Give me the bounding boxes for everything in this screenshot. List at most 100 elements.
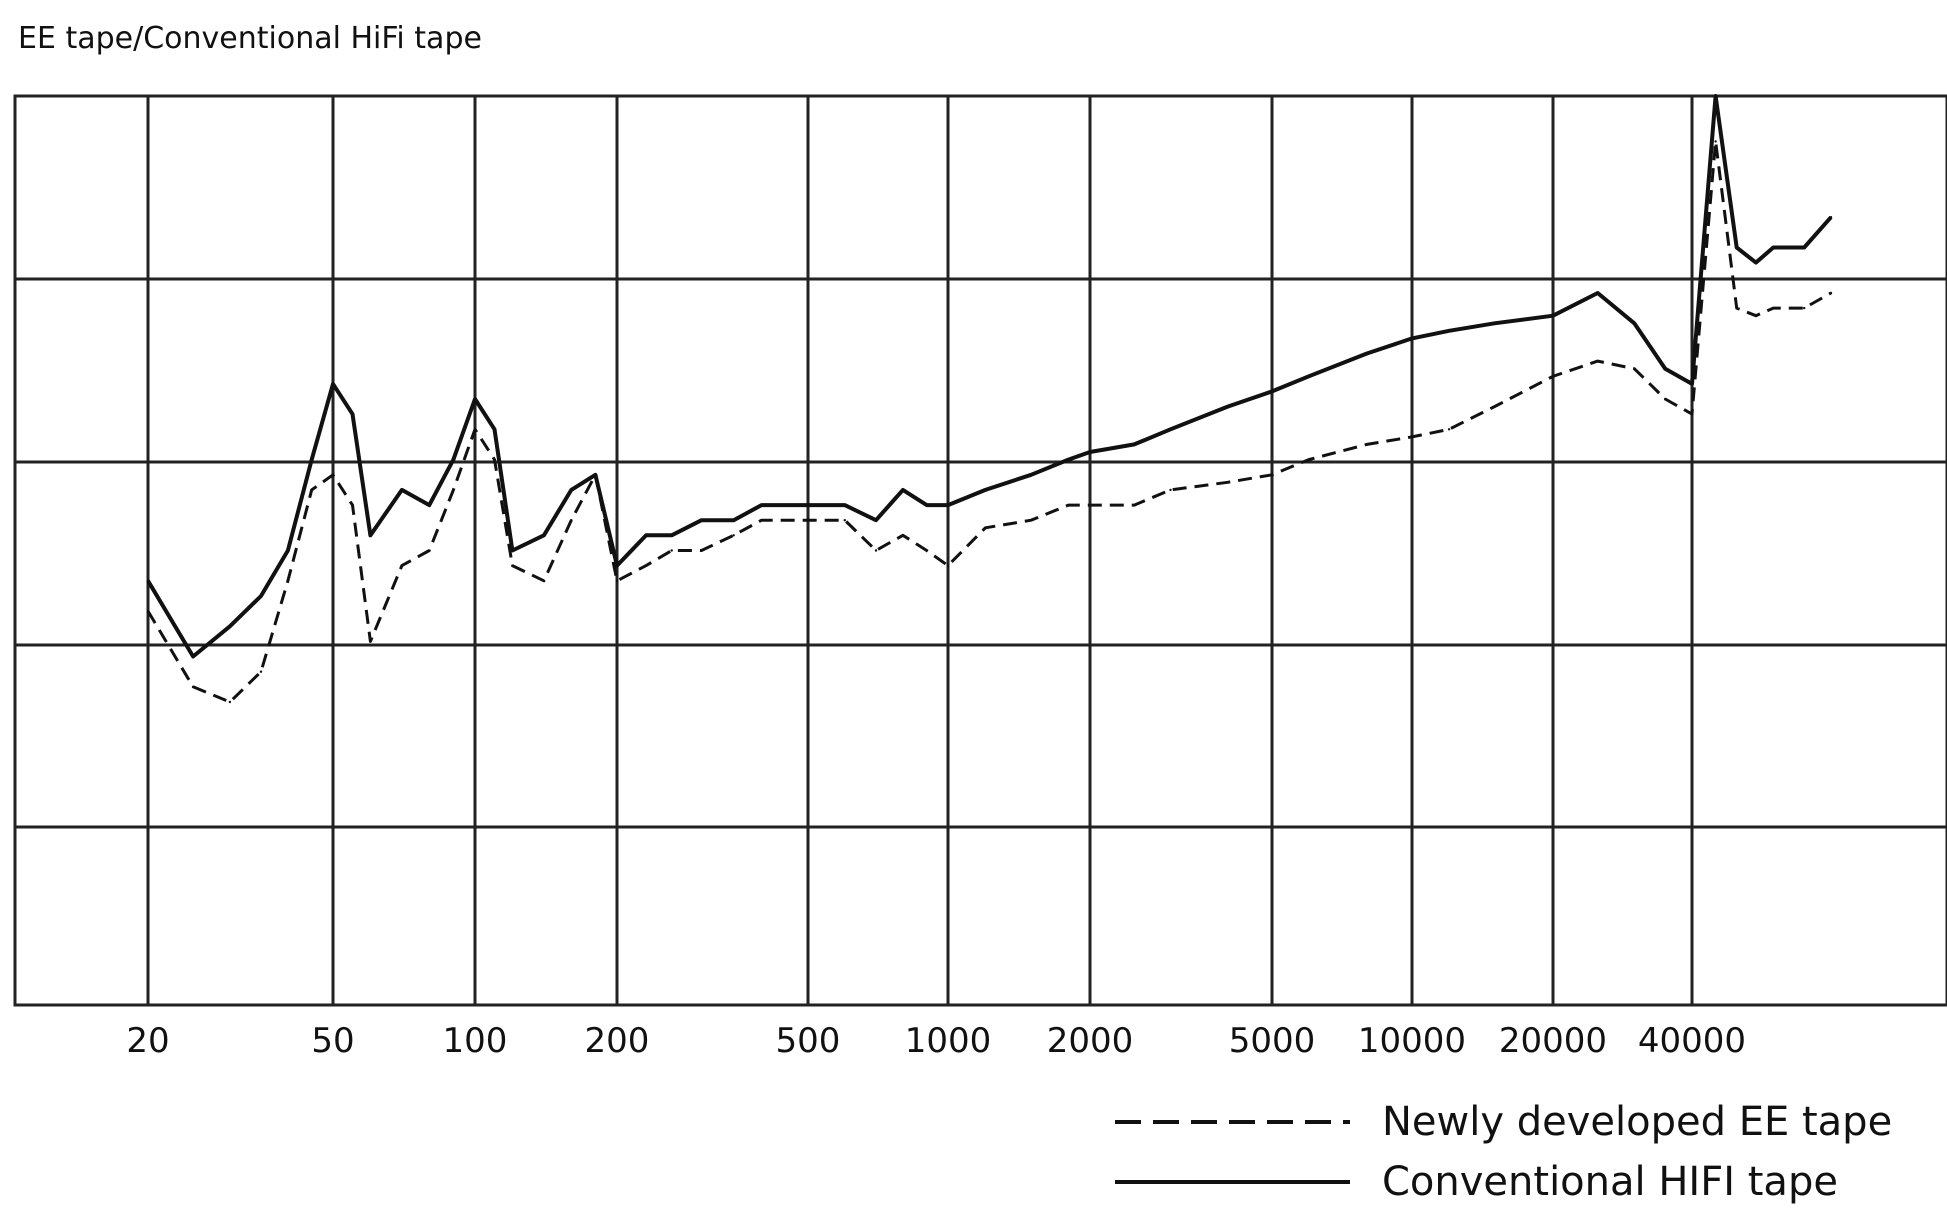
data-point <box>511 549 514 552</box>
data-point <box>331 382 335 386</box>
data-point <box>925 503 928 507</box>
data-point <box>286 579 290 582</box>
data-point <box>1735 306 1738 310</box>
data-point <box>615 579 619 582</box>
data-point <box>511 564 514 567</box>
data-point <box>542 534 546 537</box>
data-point <box>1772 306 1775 310</box>
data-point <box>452 458 455 461</box>
data-point <box>1169 488 1172 492</box>
data-point <box>843 519 846 522</box>
data-point <box>1803 306 1806 310</box>
data-point <box>1447 428 1451 431</box>
data-point <box>1365 352 1369 355</box>
data-point <box>1754 261 1758 264</box>
data-point <box>351 503 354 507</box>
data-point <box>901 488 905 492</box>
data-point <box>1447 329 1451 332</box>
data-point <box>191 685 195 688</box>
data-point <box>1169 428 1172 431</box>
data-point <box>1714 94 1717 98</box>
data-point <box>570 519 573 522</box>
x-tick-label: 200 <box>585 1021 650 1061</box>
data-point <box>946 503 950 507</box>
data-point <box>1088 450 1092 454</box>
data-point <box>1664 367 1667 370</box>
data-point <box>473 397 477 401</box>
data-point <box>400 564 404 567</box>
data-point <box>1690 412 1694 416</box>
data-point <box>1829 291 1833 295</box>
data-point <box>310 458 313 461</box>
series-lines <box>146 94 1833 704</box>
data-point <box>732 519 735 522</box>
data-point <box>493 428 496 431</box>
x-tick-label: 500 <box>776 1021 841 1061</box>
data-point <box>331 473 335 476</box>
data-point <box>1307 458 1311 461</box>
data-point <box>1633 322 1636 325</box>
grid-lines <box>15 94 1947 1007</box>
data-point <box>615 564 619 567</box>
data-point <box>228 625 232 628</box>
data-point <box>806 519 810 522</box>
data-point <box>1067 458 1070 461</box>
x-tick-label: 20000 <box>1499 1021 1607 1061</box>
data-point <box>1029 473 1033 476</box>
data-point <box>1493 322 1496 325</box>
data-point <box>428 503 431 507</box>
x-tick-label: 5000 <box>1229 1021 1316 1061</box>
data-point <box>843 503 846 507</box>
data-point <box>1829 216 1833 219</box>
data-point <box>901 534 905 537</box>
data-point <box>1551 314 1555 317</box>
data-point <box>806 503 810 507</box>
series-line-conventional-hifi-tape <box>146 94 1833 659</box>
x-tick-label: 20 <box>126 1021 169 1061</box>
data-point <box>874 549 878 552</box>
data-point <box>1270 390 1274 393</box>
data-point <box>700 549 703 552</box>
data-point <box>644 534 648 537</box>
data-point <box>1226 481 1229 484</box>
data-point <box>1067 503 1070 507</box>
data-point <box>760 503 763 507</box>
data-point <box>493 458 496 461</box>
data-point <box>700 519 703 522</box>
data-point <box>1133 503 1136 507</box>
x-tick-label: 1000 <box>905 1021 992 1061</box>
data-point <box>1410 435 1414 439</box>
data-point <box>1664 397 1667 401</box>
data-point <box>1714 140 1717 143</box>
data-point <box>1226 405 1229 408</box>
data-point <box>760 519 763 522</box>
data-point <box>1735 246 1738 249</box>
data-point <box>1690 382 1694 386</box>
data-point <box>351 412 354 416</box>
data-point <box>1029 519 1033 522</box>
data-point <box>1772 246 1775 249</box>
data-point <box>1633 367 1636 370</box>
data-point <box>1133 443 1136 446</box>
data-point <box>473 428 477 431</box>
x-tick-label: 10000 <box>1358 1021 1466 1061</box>
data-point <box>400 488 404 492</box>
legend-label: Conventional HIFI tape <box>1382 1159 1838 1205</box>
data-point <box>369 534 372 537</box>
data-point <box>228 700 232 704</box>
data-point <box>259 670 263 673</box>
data-point <box>570 488 573 492</box>
data-point <box>1270 473 1274 476</box>
data-point <box>670 534 673 537</box>
data-point <box>146 609 150 613</box>
data-point <box>1088 503 1092 507</box>
data-point <box>732 534 735 537</box>
data-point <box>369 640 372 643</box>
x-tick-label: 100 <box>443 1021 508 1061</box>
data-point <box>191 655 195 658</box>
chart-title: EE tape/Conventional HiFi tape <box>18 21 482 56</box>
data-point <box>1410 337 1414 340</box>
data-point <box>1596 291 1599 295</box>
data-point <box>644 564 648 567</box>
data-point <box>310 488 313 492</box>
